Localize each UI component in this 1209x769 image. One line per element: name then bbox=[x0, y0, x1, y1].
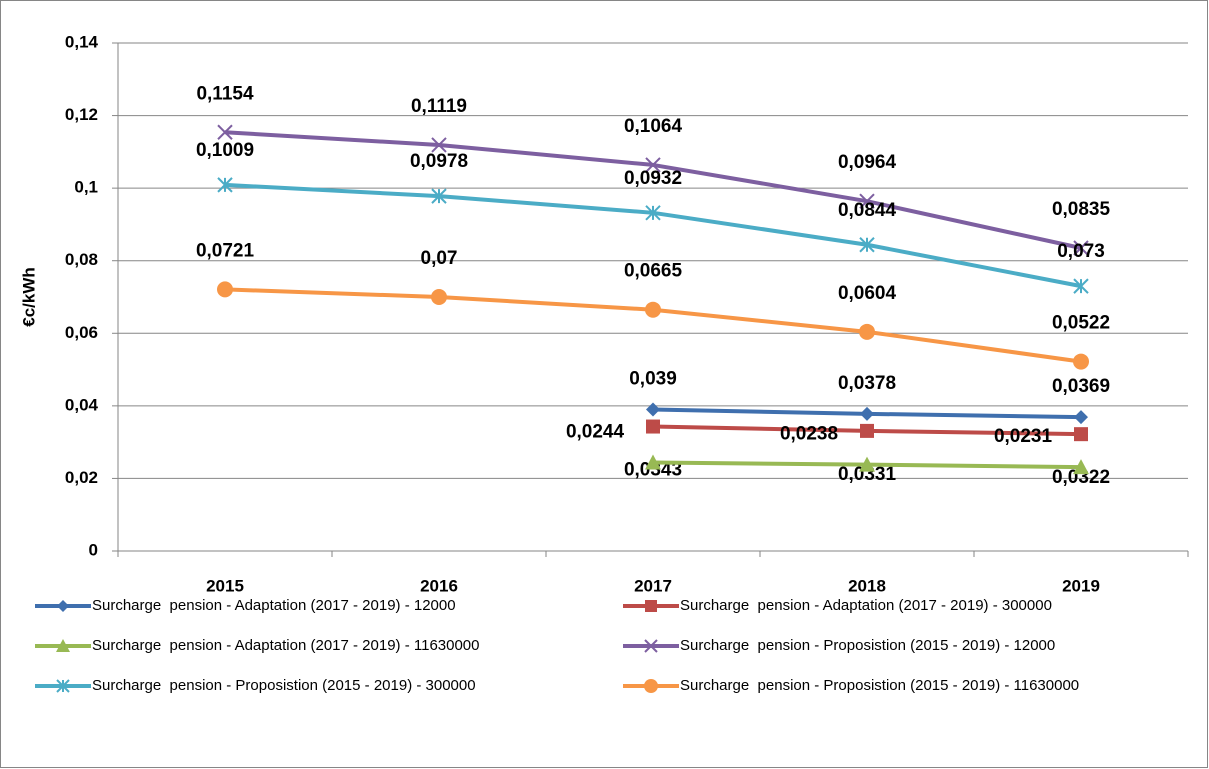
marker bbox=[217, 281, 233, 298]
marker bbox=[1074, 410, 1088, 425]
data-label: 0,07 bbox=[421, 248, 458, 269]
marker bbox=[644, 639, 658, 653]
marker bbox=[645, 600, 657, 612]
y-tick-label: 0,08 bbox=[65, 250, 98, 269]
legend-label: Surcharge pension - Proposistion (2015 -… bbox=[680, 637, 1055, 654]
legend-item: Surcharge pension - Adaptation (2017 - 2… bbox=[35, 637, 480, 654]
data-label: 0,039 bbox=[629, 369, 677, 390]
marker bbox=[57, 600, 69, 612]
x-tick-label: 2017 bbox=[634, 576, 672, 595]
data-label: 0,0378 bbox=[838, 373, 896, 394]
y-tick-label: 0,12 bbox=[65, 105, 98, 124]
legend-item: Surcharge pension - Proposistion (2015 -… bbox=[623, 677, 1079, 694]
y-tick-label: 0,14 bbox=[65, 32, 99, 51]
marker bbox=[860, 406, 874, 421]
x-tick-label: 2018 bbox=[848, 576, 886, 595]
marker bbox=[859, 456, 875, 472]
data-label: 0,1009 bbox=[196, 140, 254, 161]
x-tick-label: 2016 bbox=[420, 576, 458, 595]
data-label: 0,0964 bbox=[838, 152, 897, 173]
data-label: 0,0721 bbox=[196, 240, 255, 261]
legend-item: Surcharge pension - Proposistion (2015 -… bbox=[35, 677, 476, 694]
data-label: 0,0665 bbox=[624, 261, 683, 282]
marker bbox=[431, 289, 447, 305]
y-tick-label: 0,1 bbox=[74, 178, 98, 197]
y-tick-label: 0,06 bbox=[65, 323, 98, 342]
y-tick-label: 0,02 bbox=[65, 468, 98, 487]
data-label: 0,1064 bbox=[624, 116, 683, 137]
legend-item: Surcharge pension - Adaptation (2017 - 2… bbox=[35, 597, 456, 614]
data-label: 0,0244 bbox=[566, 421, 625, 442]
marker bbox=[217, 177, 233, 193]
marker bbox=[431, 137, 447, 153]
marker bbox=[859, 193, 875, 209]
marker bbox=[645, 301, 661, 318]
marker bbox=[645, 157, 661, 173]
marker bbox=[56, 679, 70, 693]
data-label: 0,0844 bbox=[838, 200, 897, 221]
marker bbox=[1073, 459, 1089, 475]
marker bbox=[431, 188, 447, 204]
data-label: 0,0343 bbox=[624, 460, 682, 481]
data-label: 0,0369 bbox=[1052, 376, 1110, 397]
data-label: 0,1119 bbox=[411, 96, 467, 117]
data-label: 0,0331 bbox=[838, 464, 897, 485]
legend-item: Surcharge pension - Proposistion (2015 -… bbox=[623, 637, 1055, 654]
marker bbox=[859, 323, 875, 340]
data-label: 0,0322 bbox=[1052, 467, 1110, 488]
data-label: 0,0604 bbox=[838, 283, 897, 304]
marker bbox=[1073, 240, 1089, 256]
y-tick-label: 0 bbox=[89, 540, 98, 559]
data-label: 0,0835 bbox=[1052, 199, 1111, 220]
data-label: 0,0932 bbox=[624, 168, 682, 189]
y-tick-label: 0,04 bbox=[65, 395, 99, 414]
x-tick-label: 2019 bbox=[1062, 576, 1100, 595]
marker bbox=[644, 679, 658, 693]
marker bbox=[1074, 427, 1088, 442]
marker bbox=[645, 205, 661, 221]
marker bbox=[217, 124, 233, 140]
legend-label: Surcharge pension - Adaptation (2017 - 2… bbox=[680, 597, 1052, 614]
y-axis-title: €c/kWh bbox=[19, 267, 38, 327]
marker bbox=[860, 423, 874, 438]
legend-label: Surcharge pension - Proposistion (2015 -… bbox=[92, 677, 476, 694]
data-label: 0,1154 bbox=[196, 83, 253, 104]
data-label: 0,0978 bbox=[410, 151, 468, 172]
marker bbox=[859, 237, 875, 253]
legend-label: Surcharge pension - Adaptation (2017 - 2… bbox=[92, 637, 480, 654]
data-label: 0,0231 bbox=[994, 426, 1053, 447]
marker bbox=[1073, 353, 1089, 370]
marker bbox=[56, 639, 70, 652]
marker bbox=[646, 419, 660, 434]
marker bbox=[1073, 278, 1089, 294]
data-label: 0,0522 bbox=[1052, 313, 1110, 334]
marker bbox=[646, 402, 660, 417]
marker bbox=[645, 454, 661, 470]
x-tick-label: 2015 bbox=[206, 576, 244, 595]
data-label: 0,0238 bbox=[780, 424, 838, 445]
legend-label: Surcharge pension - Proposistion (2015 -… bbox=[680, 677, 1079, 694]
data-label: 0,073 bbox=[1057, 241, 1105, 262]
legend-label: Surcharge pension - Adaptation (2017 - 2… bbox=[92, 597, 456, 614]
legend-item: Surcharge pension - Adaptation (2017 - 2… bbox=[623, 597, 1052, 614]
